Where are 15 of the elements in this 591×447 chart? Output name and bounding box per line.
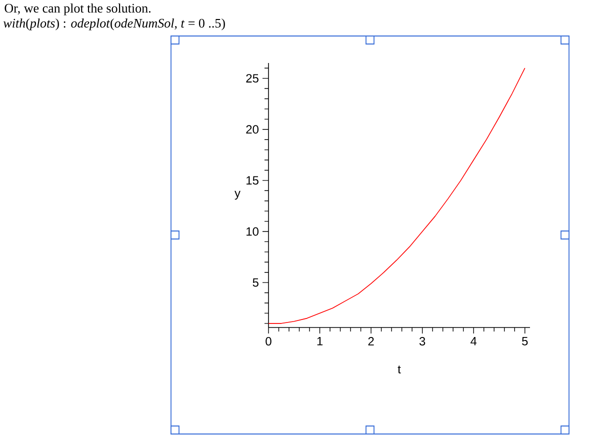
x-tick-label: 4: [470, 337, 477, 346]
text: Or, we can plot the solution.: [4, 3, 150, 16]
y-tick-label: 20: [246, 125, 259, 134]
x-tick-label: 0: [266, 337, 272, 346]
x-tick-label: 3: [419, 337, 426, 346]
y-tick-label: 15: [246, 176, 258, 185]
y-axis-title: y: [234, 190, 240, 200]
y-tick-label: 10: [246, 227, 259, 236]
x-tick-label: 2: [368, 337, 374, 346]
y-tick-label: 5: [252, 278, 258, 287]
x-tick-label: 5: [522, 337, 528, 346]
y-tick-label: 25: [246, 74, 258, 83]
text: with(plots) : odeplot(odeNumSol, t = 0 ..5): [4, 18, 225, 30]
x-tick-label: 1: [317, 337, 323, 346]
x-axis-title: t: [398, 366, 401, 374]
